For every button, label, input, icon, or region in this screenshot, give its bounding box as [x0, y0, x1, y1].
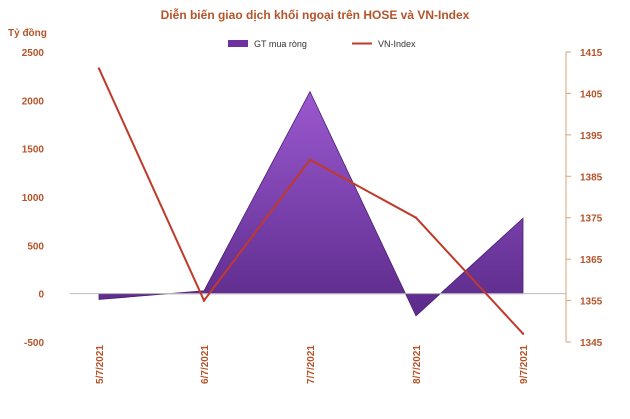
- x-tick-label: 7/7/2021: [306, 345, 317, 384]
- y-left-tick-label: 2500: [22, 48, 45, 59]
- x-tick-label: 5/7/2021: [95, 345, 106, 384]
- x-tick-label: 8/7/2021: [412, 345, 423, 384]
- chart-title: Diễn biến giao dịch khối ngoại trên HOSE…: [160, 8, 470, 22]
- vn-index-point: [521, 332, 525, 335]
- y-left-tick-label: 500: [27, 241, 44, 252]
- legend: GT mua ròng VN-Index: [228, 39, 416, 49]
- area-series-gt-mua-rong: [98, 90, 524, 317]
- x-tick-label: 6/7/2021: [200, 345, 211, 384]
- legend-swatch-area: [228, 40, 248, 47]
- y-left-tick-label: 1500: [22, 145, 45, 156]
- y-right-tick-label: 1395: [580, 131, 603, 142]
- y-right-tick-label: 1405: [580, 89, 603, 100]
- y-right-tick-label: 1375: [580, 214, 603, 225]
- y-right-tick-label: 1355: [580, 297, 603, 308]
- y-right-tick-label: 1345: [580, 338, 603, 349]
- legend-label-line: VN-Index: [378, 39, 416, 49]
- y-left-axis-title: Tỷ đồng: [8, 28, 47, 39]
- y-left-tick-label: 2000: [22, 96, 45, 107]
- x-tick-label: 9/7/2021: [519, 345, 530, 384]
- vn-index-point: [414, 216, 418, 219]
- legend-label-area: GT mua ròng: [254, 39, 307, 49]
- y-right-tick-label: 1415: [580, 48, 603, 59]
- y-left-tick-label: -500: [24, 338, 44, 349]
- y-left-tick-label: 0: [38, 290, 44, 301]
- vn-index-point: [97, 67, 101, 70]
- y-right-tick-label: 1385: [580, 172, 603, 183]
- y-left-tick-label: 1000: [22, 193, 45, 204]
- vn-index-point: [202, 299, 206, 302]
- vn-index-point: [308, 158, 312, 161]
- y-right-tick-label: 1365: [580, 255, 603, 266]
